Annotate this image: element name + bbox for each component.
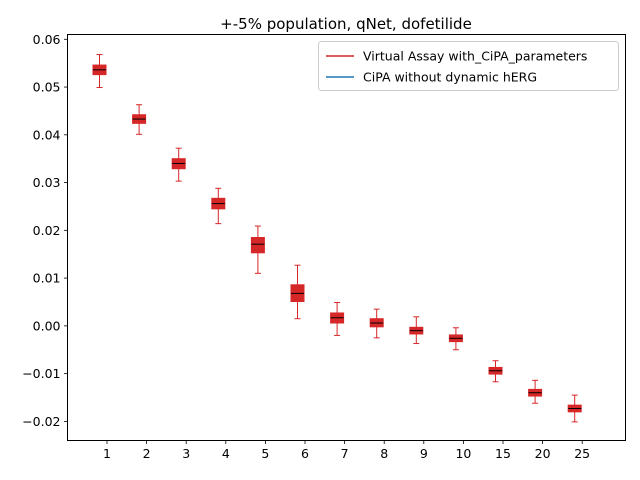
x-tick-label: 3	[182, 446, 190, 461]
box-8	[369, 308, 384, 339]
y-tick-label: 0.00	[33, 318, 61, 333]
chart-title: +-5% population, qNet, dofetilide	[220, 15, 472, 33]
y-tick-label: 0.05	[33, 80, 61, 95]
box-20	[528, 379, 543, 404]
box-9	[409, 316, 424, 345]
plot-frame	[67, 34, 626, 441]
box-3	[171, 147, 186, 182]
y-tick-label: 0.03	[33, 175, 61, 190]
box-6	[290, 264, 305, 320]
x-tick-label: 1	[103, 446, 111, 461]
x-tick-label: 10	[455, 446, 471, 461]
box-1	[92, 54, 107, 89]
x-tick-label: 7	[341, 446, 349, 461]
box-body	[250, 237, 265, 254]
box-10	[448, 327, 463, 351]
y-tick-label: 0.04	[33, 127, 61, 142]
box-5	[250, 225, 265, 274]
legend-box	[318, 41, 619, 91]
x-tick-label: 20	[535, 446, 551, 461]
x-axis: 1 2 3 4 5 6 7 8 9 10 15 20 25	[103, 440, 590, 461]
y-tick-label: −0.01	[22, 366, 60, 381]
x-tick-label: 2	[143, 446, 151, 461]
x-tick-label: 15	[495, 446, 511, 461]
y-tick-label: 0.06	[33, 32, 61, 47]
y-axis: −0.02 −0.01 0.00 0.01 0.02 0.03 0.04 0.05 0.06	[22, 32, 68, 429]
x-tick-label: 4	[222, 446, 230, 461]
y-tick-label: 0.02	[33, 223, 61, 238]
legend-label-cipa: CiPA without dynamic hERG	[363, 70, 537, 85]
x-tick-label: 6	[301, 446, 309, 461]
legend: Virtual Assay with_CiPA_parameters CiPA …	[318, 41, 619, 91]
box-2	[132, 104, 147, 135]
x-tick-label: 5	[261, 446, 269, 461]
legend-label-virtual-assay: Virtual Assay with_CiPA_parameters	[363, 49, 587, 64]
box-7	[330, 301, 345, 336]
x-tick-label: 8	[380, 446, 388, 461]
y-tick-label: 0.01	[33, 271, 61, 286]
box-15	[488, 360, 503, 383]
boxes-layer	[92, 54, 582, 423]
box-4	[211, 187, 226, 225]
y-tick-label: −0.02	[22, 414, 60, 429]
box-25	[567, 394, 582, 423]
x-tick-label: 9	[420, 446, 428, 461]
x-tick-label: 25	[574, 446, 590, 461]
